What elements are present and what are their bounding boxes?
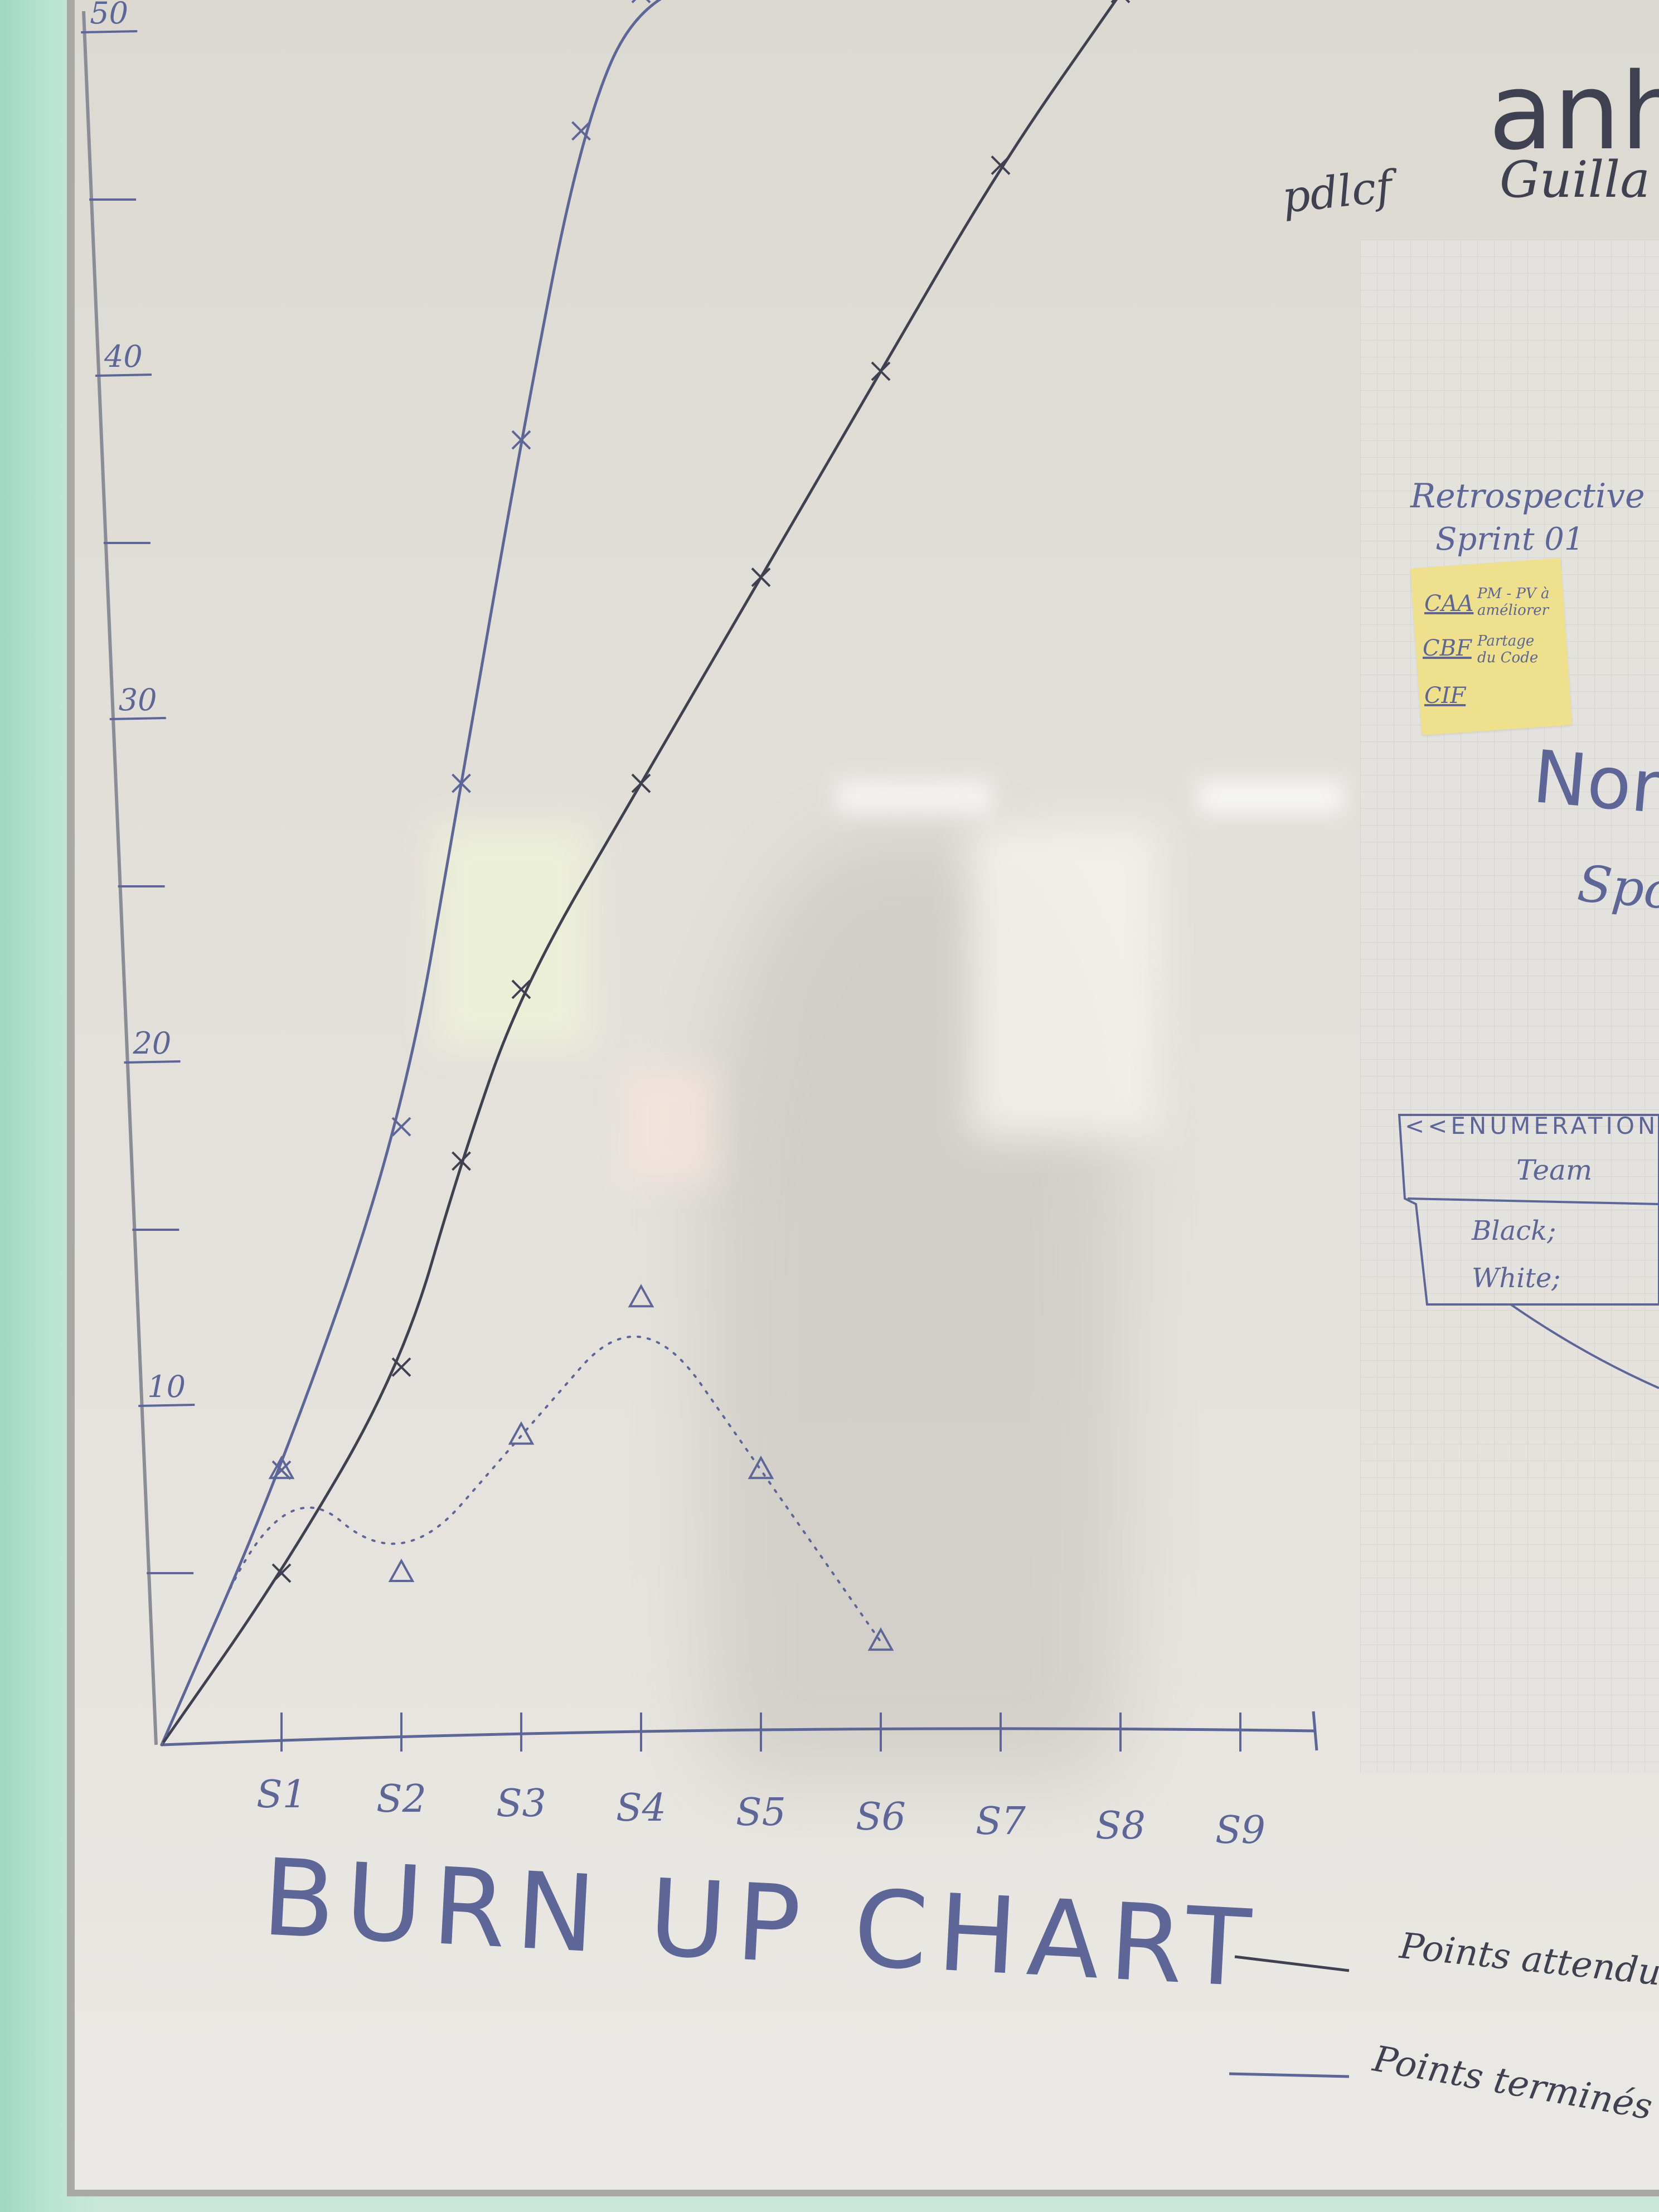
series-3-point — [748, 1456, 774, 1479]
nom-text: Nom — [1529, 734, 1659, 833]
series-2-point — [271, 1563, 292, 1583]
uml-box-outline — [1398, 1114, 1659, 1306]
x-tick-label: S5 — [736, 1791, 786, 1835]
y-axis-ticks: 10 20 30 40 50 — [81, 0, 195, 1574]
series-3-point — [628, 1284, 654, 1308]
uml-box-divider — [1407, 1197, 1659, 1205]
window-reflection — [624, 1070, 714, 1182]
x-tick-label: S7 — [976, 1799, 1026, 1844]
x-tick-label: S3 — [496, 1782, 546, 1826]
y-tick-label: 20 — [133, 1026, 172, 1061]
x-tick-label: S9 — [1215, 1808, 1265, 1852]
x-tick-label: S1 — [256, 1773, 307, 1817]
grid-panel — [1360, 240, 1659, 1773]
series-2-point — [751, 567, 771, 588]
light-reflection — [836, 780, 992, 814]
uml-stereotype: <<ENUMERATION>> — [1405, 1112, 1659, 1139]
series-2-point — [452, 1151, 471, 1171]
x-axis-ticks: S1 S2 S3 S4 S5 S6 S7 S8 S9 — [256, 1713, 1265, 1852]
series-1-point — [452, 773, 471, 793]
series-2-point — [631, 773, 651, 793]
uml-connector — [1510, 1303, 1659, 1389]
window-reflection — [435, 825, 591, 1048]
sticky-text-1: PM - PV à améliorer — [1477, 585, 1550, 619]
x-tick-label: S2 — [376, 1777, 426, 1821]
series-line-3 — [161, 1335, 882, 1746]
x-tick-label: S6 — [856, 1795, 906, 1839]
uml-value-1: Black; — [1472, 1215, 1556, 1246]
series-2-point — [511, 979, 531, 1000]
x-axis — [161, 1727, 1316, 1747]
y-tick-label: 10 — [147, 1369, 186, 1404]
series-line-1 — [160, 0, 662, 1747]
sticky-text-2: Partage du Code — [1477, 633, 1539, 666]
legend-lines — [1229, 1955, 1350, 2078]
series-3-point — [508, 1421, 535, 1445]
series-1-point — [391, 1117, 411, 1137]
y-tick — [81, 30, 138, 33]
series-3-point — [268, 1456, 295, 1479]
series-1-point — [571, 121, 591, 141]
sticky-code-2: CBF — [1423, 636, 1472, 661]
x-tick-label: S4 — [616, 1786, 666, 1830]
series-1-point — [511, 430, 531, 450]
retro-sprint: Sprint 01 — [1435, 521, 1584, 557]
y-tick — [95, 373, 152, 377]
retro-title: Retrospective — [1410, 477, 1645, 516]
header-name-2: Guilla — [1500, 151, 1650, 209]
series-2-point — [391, 1357, 411, 1377]
uml-value-2: White; — [1472, 1263, 1561, 1294]
series-3-point — [388, 1558, 415, 1582]
legend-expected-line — [1234, 1955, 1350, 1972]
spo-text: Spo — [1575, 854, 1659, 921]
legend-done-line — [1229, 2072, 1350, 2078]
uml-enumeration-box — [1398, 1114, 1659, 1389]
series-line-2 — [160, 0, 1118, 1747]
series-1-point — [271, 1460, 292, 1480]
series-2-point — [871, 361, 891, 381]
uml-name: Team — [1516, 1154, 1593, 1186]
series-2-point — [991, 155, 1011, 175]
header-big-text: anh — [1488, 50, 1659, 173]
y-tick — [109, 717, 166, 720]
y-tick-label: 40 — [104, 339, 143, 374]
chart-series — [160, 0, 1131, 1747]
y-tick-label: 50 — [90, 0, 128, 31]
sticky-code-3: CIF — [1424, 683, 1466, 709]
x-axis-end — [1312, 1711, 1318, 1751]
chart-axes — [82, 11, 1318, 1751]
x-tick-label: S8 — [1095, 1804, 1146, 1848]
light-reflection — [1199, 780, 1343, 814]
y-axis — [82, 11, 158, 1745]
y-tick-label: 30 — [119, 682, 157, 717]
window-reflection — [970, 825, 1160, 1137]
y-tick — [124, 1060, 181, 1064]
series-3-point — [867, 1627, 894, 1651]
y-tick — [138, 1404, 195, 1407]
sticky-code-1: CAA — [1424, 591, 1474, 617]
